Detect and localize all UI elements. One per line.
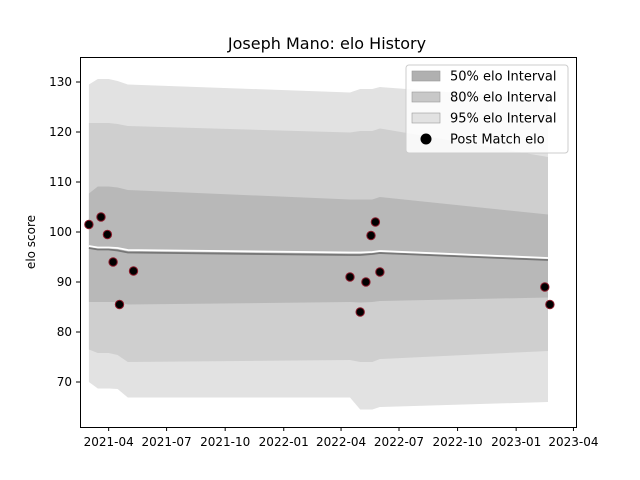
post-match-elo-point <box>361 277 371 287</box>
y-tick-label: 90 <box>57 275 72 289</box>
x-tick-label: 2022-10 <box>433 435 483 449</box>
y-tick-label: 120 <box>49 125 72 139</box>
plot-area <box>84 79 555 410</box>
legend-label: 50% elo Interval <box>450 70 557 85</box>
elo-estimate-line <box>88 245 549 259</box>
plot-frame <box>80 57 577 428</box>
legend-label: 95% elo Interval <box>450 112 557 127</box>
x-tick-label: 2023-01 <box>491 435 541 449</box>
legend-swatch <box>411 70 441 82</box>
post-match-elo-point <box>545 299 555 310</box>
y-tick-label: 110 <box>49 175 72 189</box>
x-tick-label: 2022-04 <box>316 435 366 449</box>
post-match-elo-point <box>96 212 106 222</box>
legend-marker <box>420 133 432 145</box>
y-axis-label: elo score <box>24 215 38 269</box>
x-tick-label: 2022-07 <box>374 435 424 449</box>
legend-label: 80% elo Interval <box>450 91 557 106</box>
post-match-elo-point <box>102 229 113 240</box>
legend-swatch <box>411 112 441 124</box>
y-tick-label: 80 <box>57 325 72 339</box>
post-match-elo-point <box>84 219 94 230</box>
post-match-elo-point <box>370 217 381 227</box>
y-tick-label: 130 <box>49 75 72 89</box>
band-50-percent <box>88 186 549 305</box>
post-match-elo-point <box>540 282 550 292</box>
legend-box <box>405 64 569 154</box>
post-match-elo-point <box>114 299 125 310</box>
x-tick-label: 2022-01 <box>259 435 309 449</box>
post-match-elo-point <box>366 230 376 241</box>
post-match-elo-point <box>128 266 139 276</box>
legend-swatch <box>411 91 441 103</box>
post-match-elo-point <box>345 272 355 282</box>
x-tick-label: 2021-07 <box>142 435 192 449</box>
y-tick-label: 70 <box>57 375 72 389</box>
legend-label: Post Match elo <box>450 133 545 148</box>
post-match-elo-point <box>375 267 385 277</box>
chart-title: Joseph Mano: elo History <box>227 34 426 53</box>
x-tick-label: 2023-04 <box>548 435 598 449</box>
x-tick-label: 2021-04 <box>84 435 134 449</box>
y-axis: 70 80 90 100 110 120 130 <box>49 75 80 389</box>
y-tick-label: 100 <box>49 225 72 239</box>
x-tick-label: 2021-10 <box>200 435 250 449</box>
legend: 50% elo Interval 80% elo Interval 95% elo … <box>405 64 569 154</box>
post-match-elo-point <box>355 307 365 317</box>
mean-elo-line <box>88 247 549 261</box>
x-axis: 2021-04 2021-07 2021-10 2022-01 2022-04 2022-… <box>84 427 599 449</box>
post-match-elo-point <box>108 257 118 267</box>
